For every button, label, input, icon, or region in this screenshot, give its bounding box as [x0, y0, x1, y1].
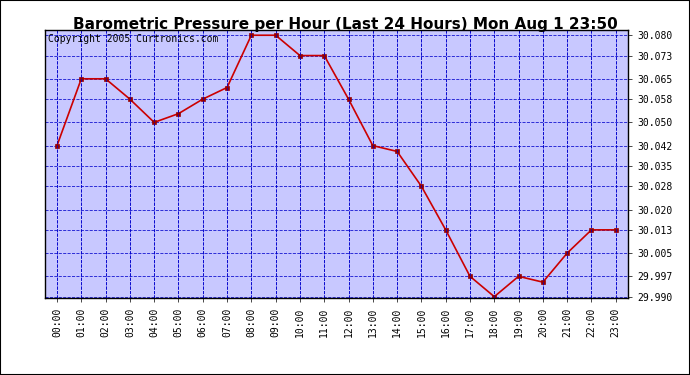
Text: Copyright 2005 Curtronics.com: Copyright 2005 Curtronics.com: [48, 34, 218, 44]
Text: Barometric Pressure per Hour (Last 24 Hours) Mon Aug 1 23:50: Barometric Pressure per Hour (Last 24 Ho…: [72, 17, 618, 32]
